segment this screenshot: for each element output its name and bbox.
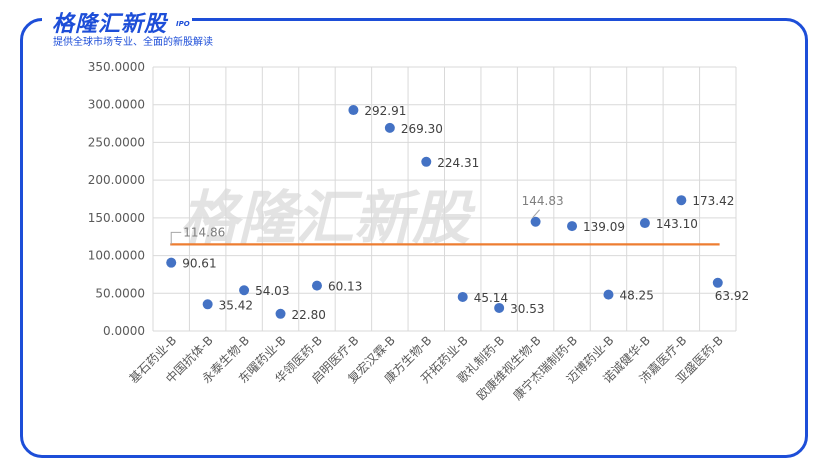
y-tick-label: 150.0000 — [88, 211, 145, 225]
brand-ipo-tag: IPO — [176, 20, 190, 28]
brand-logo: 格隆汇新股 — [52, 12, 168, 37]
y-tick-label: 100.0000 — [88, 249, 145, 263]
x-axis-categories: 基石药业-B中国抗体-B永泰生物-B东曜药业-B华领医药-B启明医疗-B复宏汉霖… — [127, 333, 726, 403]
data-label: 45.14 — [474, 291, 508, 305]
category-label: 康宁杰瑞制药-B — [510, 333, 580, 403]
y-tick-label: 200.0000 — [88, 173, 145, 187]
data-point — [530, 216, 541, 227]
y-tick-label: 350.0000 — [88, 60, 145, 74]
data-label: 292.91 — [364, 104, 406, 118]
chart-frame — [20, 18, 808, 458]
y-tick-label: 300.0000 — [88, 98, 145, 112]
data-label: 48.25 — [619, 289, 653, 303]
data-point — [421, 156, 432, 167]
data-label: 63.92 — [715, 289, 749, 303]
data-point — [494, 302, 505, 313]
category-label: 欧康维视生物-B — [473, 333, 543, 403]
data-label: 143.10 — [656, 217, 698, 231]
data-points — [166, 105, 723, 319]
data-point — [202, 299, 213, 310]
average-label-leader — [170, 231, 182, 245]
data-point — [275, 308, 286, 319]
logo-background — [42, 4, 192, 30]
y-tick-label: 50.0000 — [95, 286, 145, 300]
data-point — [311, 280, 322, 291]
y-tick-label: 0.0000 — [103, 324, 145, 338]
data-point — [639, 218, 650, 229]
data-label: 173.42 — [692, 194, 734, 208]
data-label: 90.61 — [182, 257, 216, 271]
data-point — [166, 257, 177, 268]
y-tick-label: 250.0000 — [88, 135, 145, 149]
data-label: 60.13 — [328, 280, 362, 294]
data-label: 22.80 — [292, 308, 326, 322]
gridlines — [152, 66, 737, 332]
average-line-group: 114.86 — [170, 225, 720, 246]
data-point — [567, 221, 578, 232]
data-point — [676, 195, 687, 206]
data-label: 30.53 — [510, 302, 544, 316]
data-point — [239, 285, 250, 296]
data-point — [348, 105, 359, 116]
brand-tagline: 提供全球市场专业、全面的新股解读 — [53, 37, 213, 48]
data-label: 144.83 — [522, 194, 564, 208]
data-point — [603, 289, 614, 300]
data-label: 35.42 — [219, 298, 253, 312]
data-label: 224.31 — [437, 156, 479, 170]
data-label: 139.09 — [583, 220, 625, 234]
data-point — [712, 277, 723, 288]
data-label: 269.30 — [401, 122, 443, 136]
data-point — [384, 122, 395, 133]
data-label-leader — [532, 209, 540, 219]
y-axis-ticks: 0.0000 50.0000 100.0000 150.0000 200.0000 250… — [88, 60, 145, 338]
data-label: 54.03 — [255, 284, 289, 298]
average-label: 114.86 — [183, 225, 225, 239]
data-point — [457, 291, 468, 302]
